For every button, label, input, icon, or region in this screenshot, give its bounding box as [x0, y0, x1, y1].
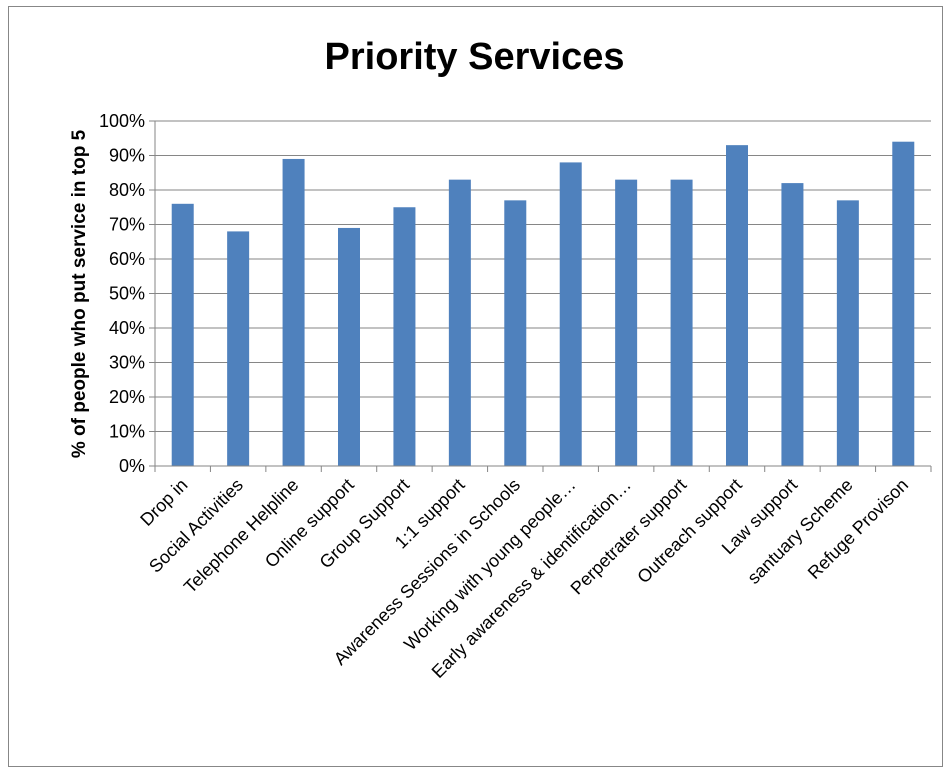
- bar: [282, 158, 305, 466]
- y-tick-label: 70%: [109, 215, 145, 235]
- y-tick-label: 90%: [109, 146, 145, 166]
- y-tick-label: 50%: [109, 284, 145, 304]
- y-tick-label: 10%: [109, 422, 145, 442]
- bar: [559, 162, 582, 466]
- x-tick-label: Early awareness & identification…: [428, 475, 635, 682]
- x-tick-label: Drop in: [136, 475, 191, 530]
- bar: [338, 227, 360, 466]
- y-tick-label: 100%: [99, 111, 145, 131]
- chart-title: Priority Services: [324, 36, 625, 78]
- bar: [448, 179, 471, 466]
- x-tick-label: Social Activities: [145, 475, 247, 577]
- y-tick-label: 20%: [109, 387, 145, 407]
- x-tick-label: Outreach support: [633, 475, 745, 587]
- bar: [227, 231, 250, 466]
- bar: [171, 203, 194, 467]
- bar: [504, 200, 527, 466]
- bar: [836, 200, 859, 466]
- y-tick-label: 60%: [109, 249, 145, 269]
- bar: [726, 145, 748, 466]
- x-tick-label: santuary Scheme: [743, 475, 856, 588]
- bar: [615, 179, 638, 466]
- y-tick-label: 80%: [109, 180, 145, 200]
- bar: [393, 207, 416, 466]
- y-tick-label: 0%: [119, 456, 145, 476]
- y-tick-label: 30%: [109, 353, 145, 373]
- bar: [781, 183, 804, 466]
- y-tick-label: 40%: [109, 318, 145, 338]
- bar: [670, 179, 693, 466]
- x-tick-label: Refuge Provison: [804, 475, 912, 583]
- bar: [892, 141, 915, 466]
